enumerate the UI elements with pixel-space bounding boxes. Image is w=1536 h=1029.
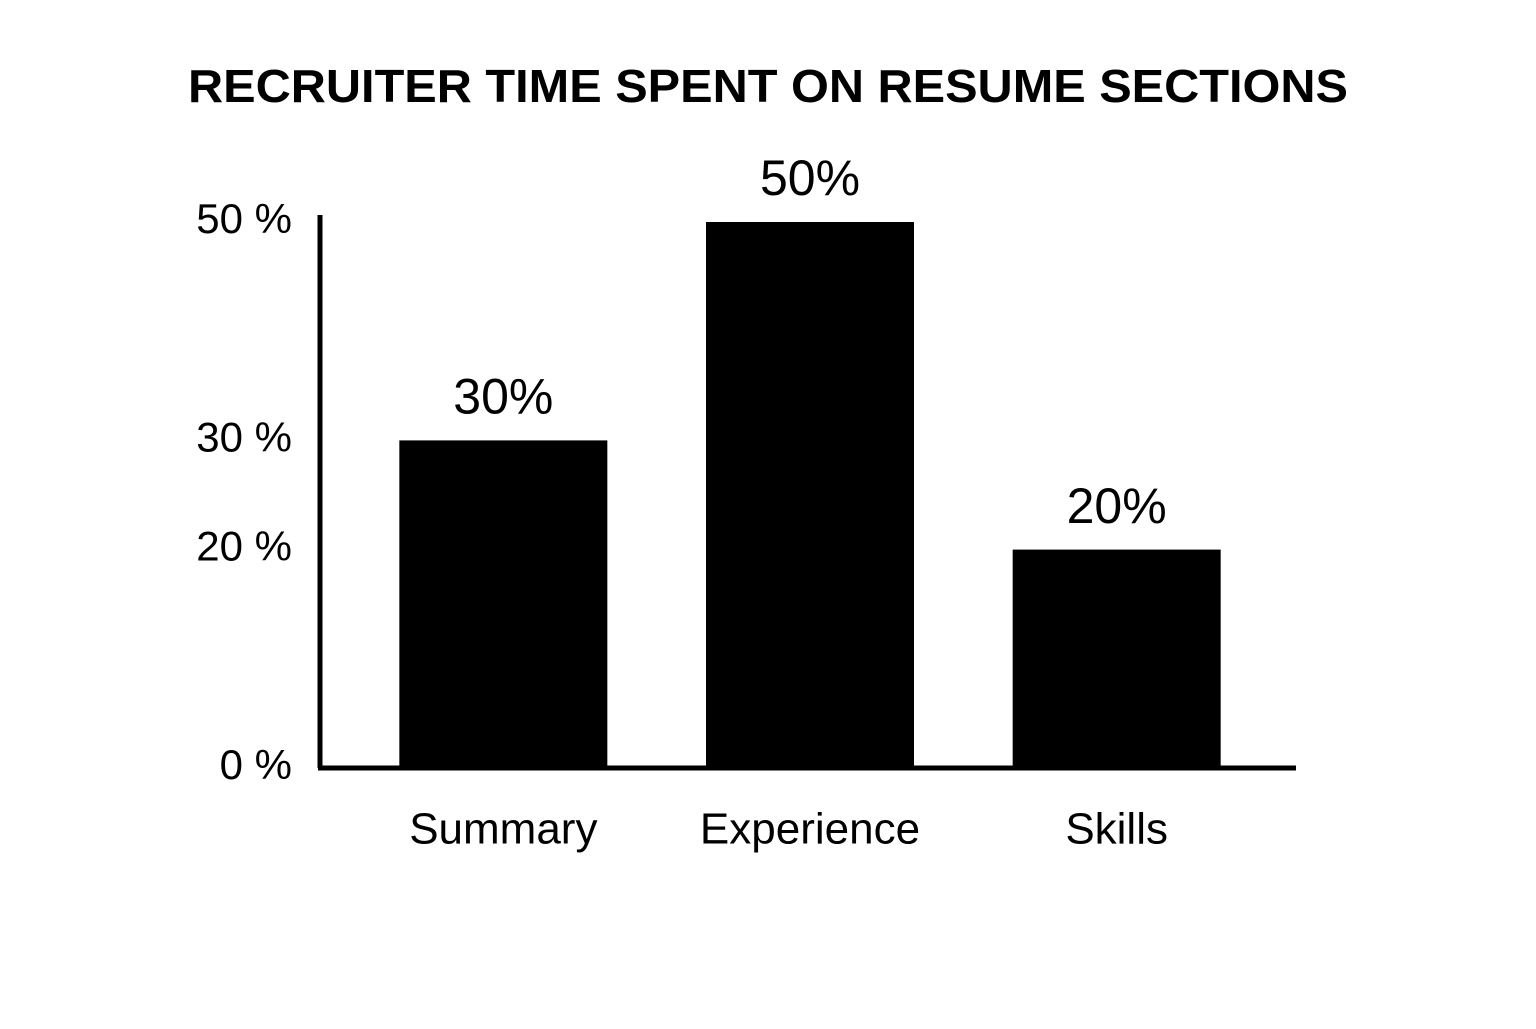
y-tick-label: 30 % <box>196 413 292 460</box>
value-label: 20% <box>1067 478 1167 534</box>
x-tick-label: Experience <box>700 805 920 854</box>
bar <box>706 222 914 768</box>
value-label: 30% <box>453 369 553 425</box>
value-label: 50% <box>760 150 860 206</box>
bar <box>399 440 608 768</box>
chart-title: RECRUITER TIME SPENT ON RESUME SECTIONS <box>188 60 1348 112</box>
y-tick-label: 50 % <box>196 195 292 242</box>
bar <box>1012 549 1221 768</box>
x-tick-label: Skills <box>1065 805 1168 854</box>
y-tick-label: 20 % <box>196 523 292 570</box>
y-tick-label: 0 % <box>220 741 292 788</box>
x-tick-label: Summary <box>409 805 597 854</box>
